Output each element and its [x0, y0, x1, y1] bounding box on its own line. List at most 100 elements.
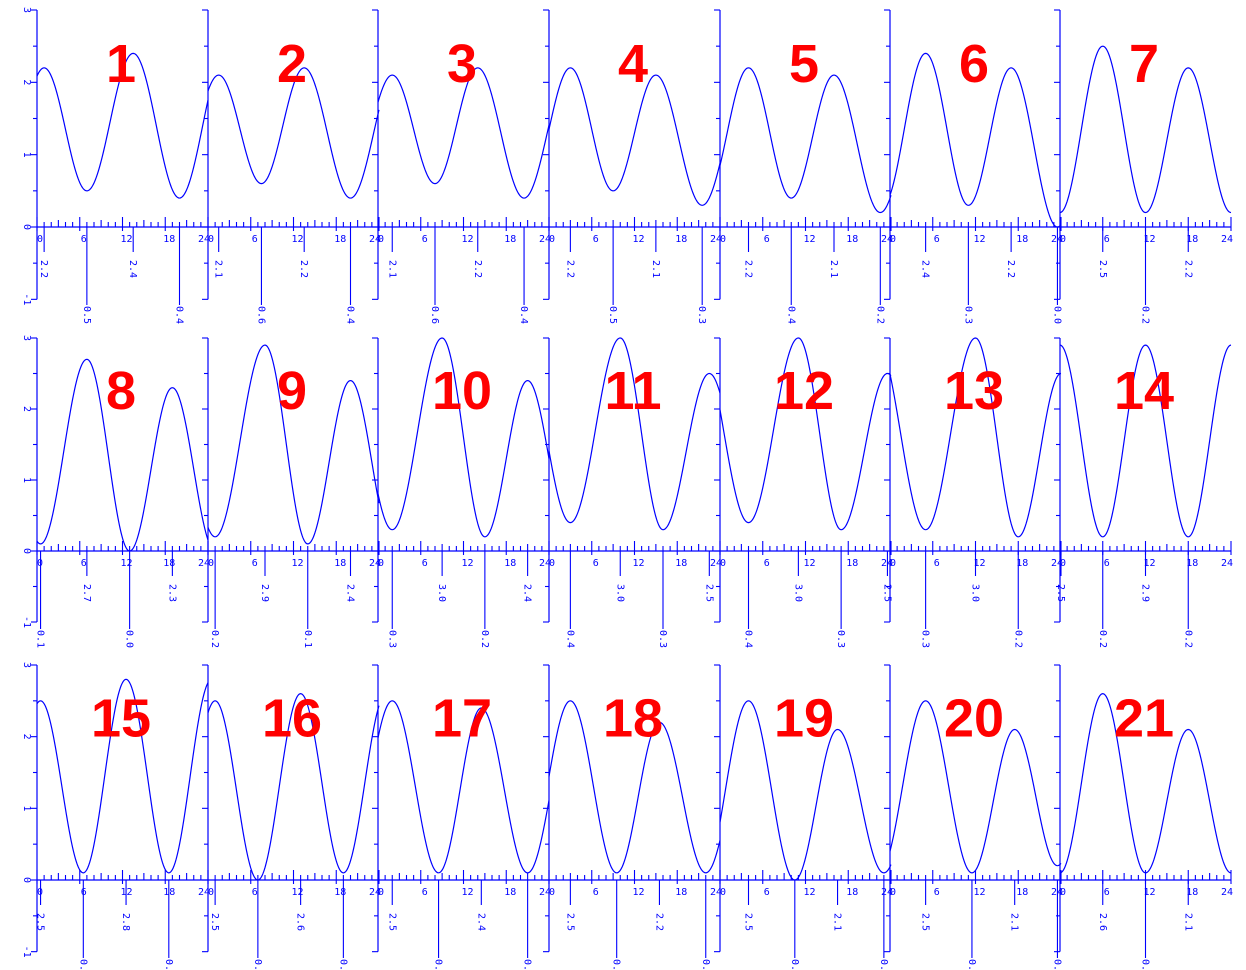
low-tide-value-label: 0.3 — [657, 630, 668, 648]
low-tide-value-label: 0.2 — [209, 630, 220, 648]
panel-number-label: 8 — [106, 361, 136, 421]
x-tick-label: 24 — [198, 234, 210, 245]
x-tick-label: 24 — [369, 558, 381, 569]
high-tide-value-label: 2.5 — [564, 913, 575, 931]
x-tick-label: 0 — [1060, 234, 1066, 245]
x-tick-label: 18 — [846, 234, 858, 245]
y-tick-label: -1 — [21, 616, 32, 628]
low-tide-value-label: 0.2 — [874, 306, 885, 324]
high-tide-value-label: 2.1 — [1009, 913, 1020, 931]
panel-number-label: 6 — [959, 34, 989, 94]
x-tick-label: 12 — [120, 558, 132, 569]
x-tick-label: 12 — [291, 887, 303, 898]
low-tide-value-label: 0.2 — [1182, 630, 1193, 648]
x-tick-label: 0 — [378, 558, 384, 569]
high-tide-value-label: 2.5 — [743, 913, 754, 931]
x-tick-label: 12 — [803, 234, 815, 245]
panel-9: 0 6 12 18 24 2.9 2.4 0.2 0.1 9 — [202, 337, 381, 648]
y-tick-label: 1 — [21, 805, 32, 811]
panel-5: 0 6 12 18 24 2.2 2.1 0.4 0.2 5 — [714, 9, 893, 324]
x-tick-label: 0 — [378, 234, 384, 245]
high-tide-value-label: 3.0 — [614, 584, 625, 602]
high-tide-value-label: 2.5 — [881, 584, 892, 602]
x-tick-label: 12 — [461, 558, 473, 569]
high-tide-value-label: 2.5 — [1097, 260, 1108, 278]
x-tick-label: 6 — [764, 887, 770, 898]
x-tick-label: 6 — [81, 234, 87, 245]
low-tide-value-label: 0.0 — [789, 959, 800, 970]
x-tick-label: 0 — [378, 887, 384, 898]
low-tide-value-label: 0.4 — [743, 630, 754, 648]
x-tick-label: 12 — [461, 234, 473, 245]
y-tick-label: 2 — [21, 734, 32, 740]
high-tide-value-label: 3.0 — [436, 584, 447, 602]
low-tide-value-label: 0.0 — [124, 630, 135, 648]
x-tick-label: 18 — [675, 887, 687, 898]
high-tide-value-label: 2.1 — [650, 260, 661, 278]
x-tick-label: 12 — [1143, 887, 1155, 898]
x-tick-label: 24 — [710, 234, 722, 245]
low-tide-value-label: 0.4 — [564, 630, 575, 648]
low-tide-value-label: 0.1 — [522, 959, 533, 970]
high-tide-value-label: 2.5 — [920, 913, 931, 931]
high-tide-value-label: 2.2 — [743, 260, 754, 278]
high-tide-value-label: 2.1 — [832, 913, 843, 931]
low-tide-value-label: 0.1 — [337, 959, 348, 970]
low-tide-value-label: 0.3 — [696, 306, 707, 324]
panel-number-label: 11 — [604, 361, 661, 421]
panel-number-label: 21 — [1114, 689, 1174, 749]
x-tick-label: 6 — [422, 887, 428, 898]
x-tick-label: 0 — [37, 887, 43, 898]
low-tide-value-label: 0.1 — [302, 630, 313, 648]
panel-19: 0 6 12 18 24 2.5 2.1 0.0 0.1 19 — [714, 664, 893, 970]
tide-curve-series — [207, 693, 380, 881]
panel-7: 0 6 12 18 24 2.5 2.2 0.2 7 — [1054, 9, 1233, 324]
low-tide-value-label: 0.1 — [163, 959, 174, 970]
x-tick-label: 0 — [549, 558, 555, 569]
tide-curve-series — [36, 678, 209, 874]
x-tick-label: 24 — [198, 887, 210, 898]
tide-curve-series — [207, 344, 380, 545]
low-tide-value-label: 0.4 — [785, 306, 796, 324]
x-tick-label: 24 — [881, 887, 893, 898]
x-tick-label: 6 — [252, 234, 258, 245]
x-tick-label: 12 — [803, 887, 815, 898]
tide-curve-series — [889, 337, 1062, 538]
x-tick-label: 24 — [198, 558, 210, 569]
x-tick-label: 24 — [1051, 558, 1063, 569]
panel-number-label: 19 — [774, 689, 834, 749]
panel-18: 0 6 12 18 24 2.5 2.2 0.1 0.1 18 — [543, 664, 722, 970]
low-tide-value-label: 0.0 — [252, 959, 263, 970]
x-tick-label: 6 — [1104, 234, 1110, 245]
x-tick-label: 6 — [252, 558, 258, 569]
x-tick-label: 0 — [1060, 887, 1066, 898]
low-tide-value-label: 0.0 — [1051, 306, 1062, 324]
x-tick-label: 6 — [422, 558, 428, 569]
y-tick-label: 0 — [21, 224, 32, 230]
x-tick-label: 24 — [1221, 234, 1233, 245]
x-tick-label: 12 — [291, 558, 303, 569]
x-tick-label: 6 — [934, 558, 940, 569]
panel-13: 0 6 12 18 24 3.0 2.5 0.3 0.2 13 — [884, 337, 1066, 648]
panel-3: 0 6 12 18 24 2.1 2.2 0.6 0.4 3 — [372, 9, 551, 324]
tide-curve-series — [1059, 45, 1232, 214]
x-tick-label: 24 — [369, 887, 381, 898]
x-tick-label: 6 — [593, 887, 599, 898]
high-tide-value-label: 2.2 — [653, 913, 664, 931]
x-tick-label: 12 — [632, 234, 644, 245]
low-tide-value-label: 0.5 — [607, 306, 618, 324]
x-tick-label: 12 — [1143, 558, 1155, 569]
x-tick-label: 12 — [461, 887, 473, 898]
high-tide-value-label: 2.4 — [920, 260, 931, 278]
y-tick-label: 3 — [21, 662, 32, 668]
y-tick-label: 1 — [21, 477, 32, 483]
low-tide-value-label: 0.1 — [611, 959, 622, 970]
panel-number-label: 17 — [432, 689, 492, 749]
high-tide-value-label: 2.7 — [81, 584, 92, 602]
x-tick-label: 0 — [208, 234, 214, 245]
tide-curve-series — [719, 67, 892, 214]
x-tick-label: 6 — [934, 887, 940, 898]
